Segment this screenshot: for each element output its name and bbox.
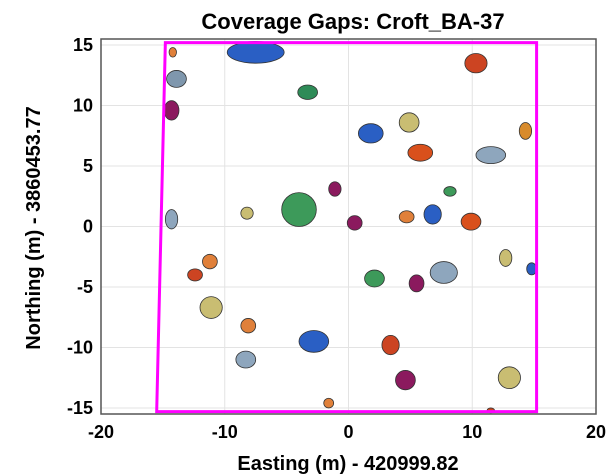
coverage-gap-patch	[443, 186, 457, 197]
coverage-gap-patch	[475, 146, 507, 164]
coverage-gap-patch	[407, 143, 434, 162]
coverage-gap-patch	[423, 204, 442, 225]
survey-boundary-outline	[155, 41, 539, 414]
coverage-gap-patch	[364, 269, 385, 288]
y-tick-label: -15	[67, 398, 93, 418]
x-tick-label: 10	[462, 422, 482, 442]
y-tick-label: 15	[73, 35, 93, 55]
y-tick-label: -5	[77, 277, 93, 297]
y-tick-label: -10	[67, 337, 93, 357]
coverage-gap-patch	[281, 192, 317, 227]
chart-title: Coverage Gaps: Croft_BA-37	[201, 9, 504, 34]
coverage-gap-patch	[323, 397, 335, 409]
y-axis-label: Northing (m) - 3860453.77	[23, 106, 45, 349]
coverage-gap-patch	[240, 206, 254, 220]
coverage-gap-patch	[464, 53, 488, 74]
coverage-gap-patch	[381, 334, 400, 356]
coverage-gap-patch	[226, 41, 285, 64]
x-axis-label: Easting (m) - 420999.82	[237, 453, 458, 475]
coverage-gap-patch	[346, 215, 363, 231]
coverage-gap-patch	[328, 181, 342, 197]
coverage-gap-patch	[168, 47, 177, 58]
coverage-gap-patch	[408, 274, 425, 293]
coverage-gap-patch	[202, 253, 218, 270]
x-tick-label: 0	[343, 422, 353, 442]
coverage-gap-patch	[398, 210, 415, 224]
coverage-gap-patch	[429, 261, 458, 284]
coverage-gap-patch	[398, 112, 420, 133]
coverage-gap-patch	[199, 296, 223, 319]
coverage-gap-patch	[164, 209, 179, 230]
x-tick-label: 20	[586, 422, 606, 442]
coverage-gap-patch	[460, 212, 482, 231]
coverage-gap-patch	[497, 366, 521, 389]
plot-frame	[100, 38, 597, 415]
coverage-gap-patch	[235, 350, 257, 369]
coverage-gap-patch	[298, 330, 330, 353]
coverage-gap-patch	[395, 370, 416, 391]
coverage-gap-patch	[187, 268, 203, 282]
coverage-gap-patch	[240, 318, 257, 334]
coverage-gap-patch	[357, 123, 384, 144]
x-tick-label: -10	[212, 422, 238, 442]
coverage-gap-patch	[166, 70, 187, 88]
grid-lines	[101, 39, 596, 414]
y-tick-label: 0	[83, 217, 93, 237]
coverage-gap-patches	[163, 41, 538, 414]
coverage-gap-patch	[297, 84, 318, 100]
y-tick-label: 10	[73, 96, 93, 116]
y-tick-label: 5	[83, 156, 93, 176]
x-tick-label: -20	[88, 422, 114, 442]
axis-ticks: -20 -10 0 10 20 -15 -10 -5 0 5 10 15	[67, 35, 606, 442]
coverage-gap-patch	[163, 100, 180, 121]
coverage-gap-patch	[518, 122, 533, 140]
coverage-gap-patch	[499, 249, 513, 267]
